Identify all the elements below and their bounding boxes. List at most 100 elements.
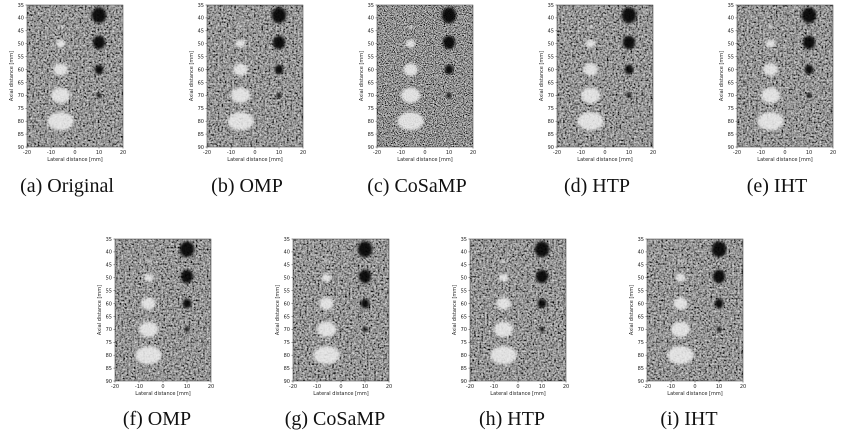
y-tick-label: 50 [198, 42, 204, 48]
ultrasound-image [293, 239, 389, 381]
y-tick-label: 80 [106, 353, 112, 359]
y-tick-label: 80 [461, 353, 467, 359]
x-tick-label: -10 [490, 384, 498, 390]
dark-target [536, 270, 548, 283]
dark-target [95, 65, 104, 75]
y-tick-label: 75 [284, 340, 290, 346]
dark-target [535, 241, 550, 257]
x-axis-label: Lateral distance [mm] [667, 391, 722, 397]
caption: (h) HTP [479, 408, 545, 430]
bright-target [324, 260, 330, 263]
ultrasound-image [737, 5, 833, 147]
bright-target [403, 63, 417, 75]
y-tick-label: 60 [461, 301, 467, 307]
y-tick-label: 35 [638, 237, 644, 243]
y-tick-label: 70 [638, 327, 644, 333]
y-tick-label: 75 [198, 106, 204, 112]
y-tick-label: 45 [368, 29, 374, 35]
x-tick-label: -10 [577, 150, 585, 156]
dark-target [272, 7, 287, 23]
y-tick-label: 55 [198, 54, 204, 60]
x-tick-label: -20 [373, 150, 381, 156]
x-axis-label: Lateral distance [mm] [135, 391, 190, 397]
dark-target [445, 65, 454, 75]
caption: (d) HTP [564, 175, 630, 197]
dark-target [803, 36, 815, 49]
bright-target [146, 260, 152, 263]
y-tick-label: 40 [106, 250, 112, 256]
y-tick-label: 75 [548, 106, 554, 112]
x-tick-label: -10 [397, 150, 405, 156]
y-tick-label: 85 [368, 132, 374, 138]
bright-target [673, 297, 687, 309]
x-axis-label: Lateral distance [mm] [490, 391, 545, 397]
x-axis-label: Lateral distance [mm] [757, 157, 812, 163]
dark-target [363, 327, 368, 332]
y-tick-label: 65 [284, 314, 290, 320]
x-tick-label: 20 [470, 150, 476, 156]
dark-target [185, 327, 190, 332]
y-tick-label: 65 [198, 80, 204, 86]
bright-target [490, 346, 516, 364]
y-tick-label: 85 [728, 132, 734, 138]
bright-target [231, 88, 250, 104]
y-tick-label: 35 [461, 237, 467, 243]
y-tick-label: 55 [461, 288, 467, 294]
caption: (b) OMP [211, 175, 283, 197]
y-tick-label: 70 [461, 327, 467, 333]
x-tick-label: 10 [446, 150, 452, 156]
y-tick-label: 70 [368, 93, 374, 99]
dark-target [807, 93, 812, 98]
dark-target [97, 93, 102, 98]
y-tick-label: 60 [284, 301, 290, 307]
y-tick-label: 90 [461, 379, 467, 385]
bright-target [406, 40, 416, 48]
y-tick-label: 50 [728, 42, 734, 48]
dark-target [540, 327, 545, 332]
y-tick-label: 35 [284, 237, 290, 243]
y-tick-label: 40 [461, 250, 467, 256]
y-axis-label: Axial distance [mm] [719, 51, 725, 101]
y-tick-label: 70 [106, 327, 112, 333]
x-tick-label: -20 [553, 150, 561, 156]
bright-target [581, 88, 600, 104]
dark-target [361, 299, 370, 309]
y-tick-label: 85 [18, 132, 24, 138]
ultrasound-image [207, 5, 303, 147]
y-tick-label: 75 [106, 340, 112, 346]
y-tick-label: 35 [368, 3, 374, 9]
y-tick-label: 35 [106, 237, 112, 243]
y-axis-label: Axial distance [mm] [97, 285, 103, 335]
bright-target [408, 26, 414, 29]
bright-target [583, 63, 597, 75]
y-tick-label: 80 [284, 353, 290, 359]
x-tick-label: -10 [667, 384, 675, 390]
y-tick-label: 75 [368, 106, 374, 112]
y-tick-label: 55 [284, 288, 290, 294]
x-tick-label: -20 [111, 384, 119, 390]
bright-target [135, 346, 161, 364]
y-tick-label: 55 [638, 288, 644, 294]
y-tick-label: 55 [548, 54, 554, 60]
caption: (f) OMP [123, 408, 191, 430]
bright-target [47, 112, 73, 130]
y-tick-label: 90 [368, 145, 374, 151]
y-tick-label: 60 [18, 67, 24, 73]
y-tick-label: 60 [106, 301, 112, 307]
y-tick-label: 85 [638, 366, 644, 372]
dark-target [358, 241, 373, 257]
y-tick-label: 45 [461, 263, 467, 269]
y-axis-label: Axial distance [mm] [275, 285, 281, 335]
dark-target [712, 241, 727, 257]
ultrasound-image [27, 5, 123, 147]
y-tick-label: 70 [198, 93, 204, 99]
y-tick-label: 60 [728, 67, 734, 73]
y-tick-label: 45 [548, 29, 554, 35]
y-tick-label: 90 [638, 379, 644, 385]
y-tick-label: 50 [638, 276, 644, 282]
y-tick-label: 60 [638, 301, 644, 307]
y-tick-label: 40 [284, 250, 290, 256]
